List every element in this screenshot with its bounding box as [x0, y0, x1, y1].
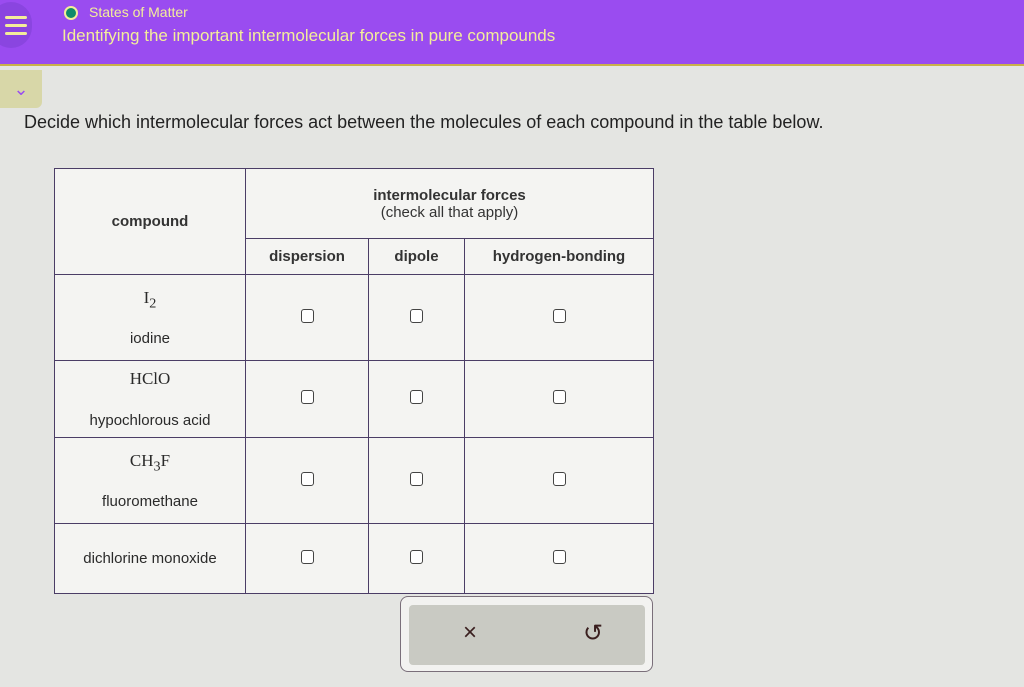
compound-cell: dichlorine monoxide: [54, 523, 246, 594]
hydrogen-bonding-checkbox[interactable]: [552, 308, 566, 323]
compound-cell: I2 iodine: [54, 274, 246, 361]
menu-icon: [5, 15, 27, 19]
compound-formula: I2: [143, 287, 157, 312]
compound-name: dichlorine monoxide: [83, 550, 217, 567]
table-row: HClO hypochlorous acid: [54, 360, 654, 438]
table-row: I2 iodine: [54, 274, 654, 361]
dipole-checkbox[interactable]: [410, 549, 423, 564]
dipole-checkbox[interactable]: [410, 390, 423, 404]
compound-header: compound: [54, 168, 246, 275]
menu-button[interactable]: [0, 2, 32, 48]
dispersion-checkbox[interactable]: [300, 471, 314, 486]
compound-formula: HClO: [129, 369, 171, 389]
hydrogen-bonding-checkbox[interactable]: [552, 390, 566, 404]
compound-name: hypochlorous acid: [89, 411, 211, 429]
col-hydrogen-bonding: hydrogen-bonding: [464, 238, 654, 275]
clear-button[interactable]: ×: [463, 619, 478, 646]
compound-name: iodine: [129, 330, 171, 348]
chevron-down-icon[interactable]: ⌄: [0, 70, 42, 108]
action-panel: × ↺: [400, 596, 653, 672]
compound-cell: HClO hypochlorous acid: [54, 360, 246, 438]
dispersion-checkbox[interactable]: [300, 549, 314, 564]
topic-label: States of Matter: [89, 4, 188, 20]
table-row: CH3F fluoromethane: [54, 437, 654, 524]
col-dispersion: dispersion: [245, 238, 369, 275]
hydrogen-bonding-checkbox[interactable]: [552, 471, 566, 486]
compound-formula: CH3F: [129, 450, 171, 475]
col-dipole: dipole: [368, 238, 465, 275]
undo-button[interactable]: ↺: [583, 620, 604, 647]
top-bar: States of Matter Identifying the importa…: [0, 0, 1024, 66]
page-title: Identifying the important intermolecular…: [62, 26, 556, 45]
forces-table: compound intermolecular forces (check all…: [54, 168, 654, 594]
dipole-checkbox[interactable]: [410, 308, 423, 323]
compound-name: fluoromethane: [102, 493, 198, 511]
table-row: dichlorine monoxide: [54, 523, 654, 594]
hydrogen-bonding-checkbox[interactable]: [552, 549, 566, 564]
dispersion-checkbox[interactable]: [300, 390, 314, 404]
forces-header: intermolecular forces (check all that app…: [245, 168, 654, 239]
dispersion-checkbox[interactable]: [300, 308, 314, 323]
question-prompt: Decide which intermolecular forces act b…: [24, 112, 824, 132]
dipole-checkbox[interactable]: [410, 471, 423, 486]
topic-status-icon: [64, 6, 78, 20]
compound-cell: CH3F fluoromethane: [54, 437, 246, 524]
